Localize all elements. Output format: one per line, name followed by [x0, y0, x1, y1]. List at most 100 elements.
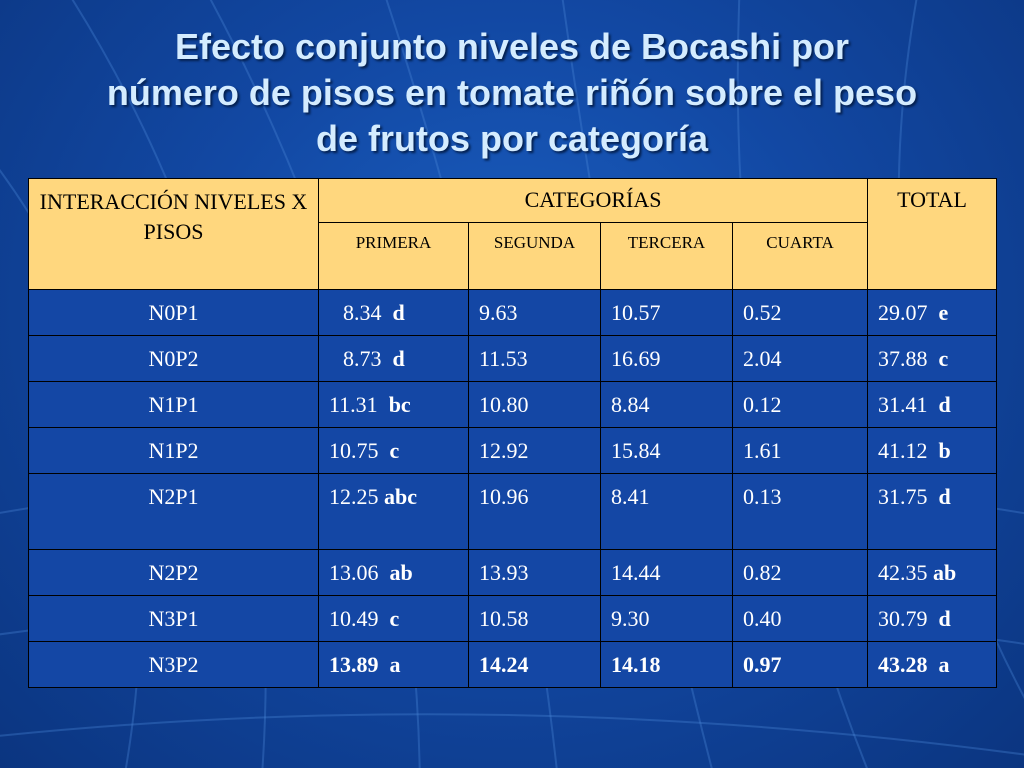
cell-segunda: 9.63 [468, 289, 601, 336]
header-total: TOTAL [867, 178, 998, 290]
significance-letter: d [938, 606, 951, 631]
header-categories: CATEGORÍAS [317, 178, 869, 223]
table-row: N2P1 12.25 abc 10.96 8.41 0.13 31.75 d [28, 473, 998, 550]
cell-cuarta: 0.13 [731, 473, 869, 550]
cell-total: 41.12 b [867, 427, 998, 474]
cell-cuarta: 1.61 [731, 427, 869, 474]
significance-letter: c [389, 606, 400, 631]
cell-primera: 13.06 ab [318, 549, 469, 596]
table-row: N2P2 13.06 ab 13.93 14.44 0.82 42.35 ab [28, 549, 998, 596]
significance-letter: d [938, 484, 951, 509]
significance-letter: d [938, 392, 951, 417]
cell-primera: 8.73 d [318, 335, 469, 382]
cell-primera: 13.89 a [318, 641, 469, 688]
cell-primera: 10.49 c [318, 595, 469, 642]
cell-segunda: 10.80 [468, 381, 601, 428]
table-row: N3P2 13.89 a 14.24 14.18 0.97 43.28 a [28, 641, 998, 688]
table-row: N1P1 11.31 bc 10.80 8.84 0.12 31.41 d [28, 381, 998, 428]
value: 31.41 [878, 392, 928, 417]
significance-letter: d [392, 346, 405, 371]
cell-total: 37.88 c [867, 335, 998, 382]
header-interaction: INTERACCIÓN NIVELES X PISOS [28, 178, 319, 290]
cell-tercera: 16.69 [600, 335, 733, 382]
subheader-primera: PRIMERA [318, 222, 469, 290]
table-row: N0P1 8.34 d 9.63 10.57 0.52 29.07 e [28, 289, 998, 336]
significance-letter: ab [389, 560, 413, 585]
table-row: N1P2 10.75 c 12.92 15.84 1.61 41.12 b [28, 427, 998, 474]
cell-total: 42.35 ab [867, 549, 998, 596]
value: 13.06 [329, 560, 379, 585]
row-label: N2P2 [28, 549, 319, 596]
row-label: N0P1 [28, 289, 319, 336]
row-label: N0P2 [28, 335, 319, 382]
cell-segunda: 10.96 [468, 473, 601, 550]
cell-tercera: 9.30 [600, 595, 733, 642]
significance-letter: d [392, 300, 405, 325]
cell-total: 43.28 a [867, 641, 998, 688]
cell-tercera: 15.84 [600, 427, 733, 474]
significance-letter: a [389, 652, 401, 677]
cell-total: 31.41 d [867, 381, 998, 428]
cell-cuarta: 0.52 [731, 289, 869, 336]
table-row: N3P1 10.49 c 10.58 9.30 0.40 30.79 d [28, 595, 998, 642]
significance-letter: bc [388, 392, 411, 417]
cell-segunda: 13.93 [468, 549, 601, 596]
value: 30.79 [878, 606, 928, 631]
value: 29.07 [878, 300, 928, 325]
cell-segunda: 14.24 [468, 641, 601, 688]
value: 13.89 [329, 652, 379, 677]
cell-tercera: 8.84 [600, 381, 733, 428]
value: 37.88 [878, 346, 928, 371]
cell-primera: 8.34 d [318, 289, 469, 336]
slide-title: Efecto conjunto niveles de Bocashi por n… [0, 24, 1024, 162]
row-label: N2P1 [28, 473, 319, 550]
significance-letter: ab [933, 560, 957, 585]
cell-tercera: 14.18 [600, 641, 733, 688]
value: 31.75 [878, 484, 928, 509]
significance-letter: c [938, 346, 949, 371]
subheader-segunda: SEGUNDA [468, 222, 601, 290]
cell-cuarta: 0.12 [731, 381, 869, 428]
value: 41.12 [878, 438, 928, 463]
significance-letter: b [938, 438, 951, 463]
row-label: N1P1 [28, 381, 319, 428]
table-row: N0P2 8.73 d 11.53 16.69 2.04 37.88 c [28, 335, 998, 382]
cell-primera: 11.31 bc [318, 381, 469, 428]
cell-cuarta: 0.97 [731, 641, 869, 688]
value: 43.28 [878, 652, 928, 677]
cell-segunda: 11.53 [468, 335, 601, 382]
row-label: N1P2 [28, 427, 319, 474]
significance-letter: c [389, 438, 400, 463]
cell-primera: 12.25 abc [318, 473, 469, 550]
title-line-2: número de pisos en tomate riñón sobre el… [106, 72, 918, 113]
significance-letter: abc [384, 484, 417, 509]
cell-total: 29.07 e [867, 289, 998, 336]
value: 11.31 [329, 392, 378, 417]
cell-tercera: 8.41 [600, 473, 733, 550]
row-label: N3P1 [28, 595, 319, 642]
title-line-3: de frutos por categoría [315, 118, 709, 159]
significance-letter: e [938, 300, 949, 325]
cell-cuarta: 0.40 [731, 595, 869, 642]
cell-segunda: 12.92 [468, 427, 601, 474]
cell-total: 31.75 d [867, 473, 998, 550]
title-line-1: Efecto conjunto niveles de Bocashi por [174, 26, 850, 67]
value: 10.49 [329, 606, 379, 631]
value: 8.73 [343, 346, 382, 371]
cell-total: 30.79 d [867, 595, 998, 642]
subheader-cuarta: CUARTA [731, 222, 869, 290]
cell-tercera: 14.44 [600, 549, 733, 596]
cell-primera: 10.75 c [318, 427, 469, 474]
cell-cuarta: 2.04 [731, 335, 869, 382]
significance-letter: a [938, 652, 950, 677]
value: 42.35 [878, 560, 928, 585]
cell-cuarta: 0.82 [731, 549, 869, 596]
subheader-tercera: TERCERA [600, 222, 733, 290]
value: 10.75 [329, 438, 379, 463]
row-label: N3P2 [28, 641, 319, 688]
results-table: INTERACCIÓN NIVELES X PISOS CATEGORÍAS T… [28, 178, 998, 688]
value: 12.25 [329, 484, 379, 509]
cell-tercera: 10.57 [600, 289, 733, 336]
value: 8.34 [343, 300, 382, 325]
cell-segunda: 10.58 [468, 595, 601, 642]
